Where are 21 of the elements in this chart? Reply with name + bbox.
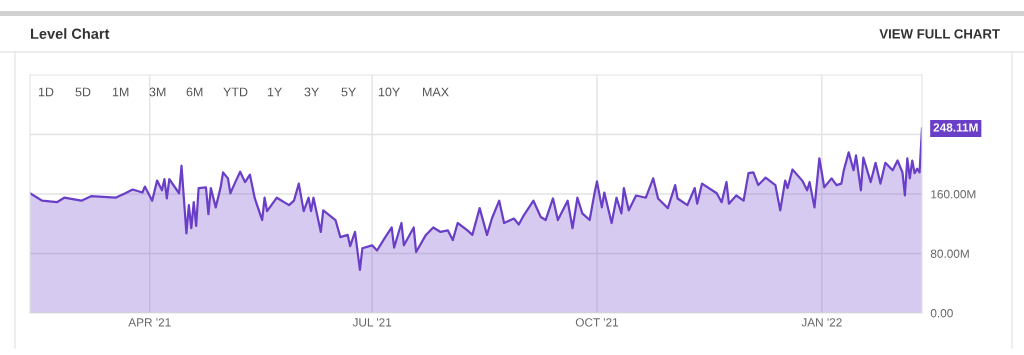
annotation: 5D (75, 87, 91, 97)
annotation: 10Y (378, 87, 400, 97)
annotation: 1D (38, 87, 54, 97)
annotation: 5Y (341, 87, 357, 97)
annotation: 1M (112, 87, 129, 97)
annotation: YTD (223, 87, 248, 97)
annotation: MAX (423, 87, 449, 97)
x-tick-label: JAN '22 (801, 318, 842, 327)
chart-title: Level Chart (30, 28, 110, 39)
annotation: 3M (149, 87, 166, 97)
annotation: 3Y (304, 87, 320, 97)
y-tick-label: 0.00 (930, 309, 953, 318)
annotation: 1Y (267, 87, 283, 97)
text: VIEW FULL CHART (879, 29, 1000, 39)
annotation: 248.11M (933, 123, 978, 132)
x-tick-label: JUL '21 (352, 318, 392, 327)
x-tick-label: APR '21 (128, 318, 171, 327)
annotation: 6M (186, 87, 203, 97)
y-tick-label: 160.00M (931, 190, 976, 199)
y-tick-label: 80.00M (930, 249, 969, 258)
x-tick-label: OCT '21 (575, 318, 619, 327)
